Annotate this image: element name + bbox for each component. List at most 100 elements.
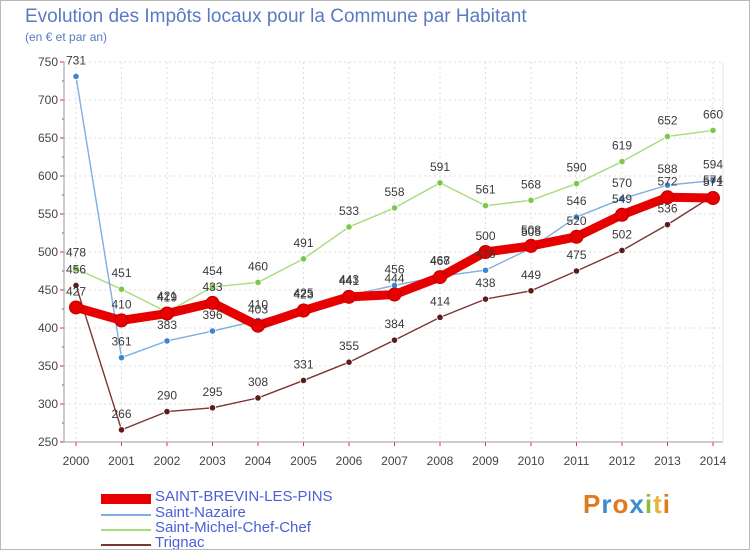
data-point: [618, 246, 626, 255]
data-label: 590: [566, 161, 586, 175]
data-label: 570: [612, 176, 632, 190]
data-point: [569, 229, 584, 244]
data-point: [160, 306, 174, 321]
legend-swatch: [101, 529, 151, 531]
data-point: [618, 195, 626, 203]
data-label: 290: [157, 389, 177, 403]
x-tick-label: 2013: [654, 454, 681, 468]
data-label: 468: [430, 253, 450, 267]
data-point: [433, 270, 447, 285]
x-tick-label: 2001: [108, 454, 135, 468]
data-label: 591: [430, 160, 450, 174]
y-tick-label: 350: [38, 359, 58, 373]
data-point: [72, 265, 80, 273]
chart-title: Evolution des Impôts locaux pour la Comm…: [25, 6, 527, 27]
data-label: 502: [612, 227, 632, 241]
data-label: 588: [657, 162, 677, 176]
data-label: 652: [657, 113, 677, 127]
data-label: 414: [430, 294, 450, 308]
data-label: 536: [657, 202, 677, 216]
data-label: 460: [248, 259, 268, 273]
data-point: [663, 221, 672, 229]
data-point: [72, 281, 80, 290]
data-label: 520: [566, 214, 586, 228]
data-point: [72, 72, 80, 81]
data-point: [69, 300, 83, 315]
data-label: 383: [157, 318, 177, 332]
data-point: [572, 267, 581, 275]
data-label: 546: [566, 194, 586, 208]
x-tick-label: 2003: [199, 454, 226, 468]
data-label: 561: [475, 183, 495, 197]
data-label: 410: [111, 297, 131, 311]
data-point: [663, 181, 672, 189]
data-label: 423: [293, 288, 313, 302]
data-label: 571: [703, 175, 723, 189]
data-point: [254, 278, 262, 286]
data-label: 619: [612, 139, 632, 153]
data-label: 308: [248, 375, 268, 389]
data-point: [117, 285, 126, 293]
data-point: [251, 318, 265, 333]
x-tick-label: 2007: [381, 454, 408, 468]
data-point: [345, 358, 353, 366]
data-label: 456: [384, 262, 404, 276]
data-label: 384: [384, 317, 404, 331]
x-tick-label: 2010: [518, 454, 545, 468]
data-point: [390, 336, 399, 344]
x-tick-label: 2014: [700, 454, 727, 468]
data-label: 433: [202, 280, 222, 294]
proxiti-logo[interactable]: Proxiti: [583, 489, 671, 520]
data-point: [481, 295, 490, 303]
data-point: [618, 157, 626, 166]
data-point: [345, 223, 353, 231]
logo-letter: r: [601, 489, 613, 519]
data-point: [709, 126, 717, 134]
data-label: 456: [66, 262, 86, 276]
data-point: [615, 207, 629, 222]
data-label: 533: [339, 204, 359, 218]
x-tick-label: 2005: [290, 454, 317, 468]
data-point: [663, 132, 672, 141]
logo-letter: t: [653, 489, 663, 519]
logo-letter: o: [612, 489, 630, 519]
data-label: 331: [293, 357, 313, 371]
data-point: [387, 287, 402, 302]
data-label: 444: [384, 272, 404, 286]
data-point: [117, 354, 126, 362]
data-point: [342, 289, 356, 304]
legend-label: Saint-Nazaire: [155, 504, 246, 521]
y-tick-label: 650: [38, 131, 58, 145]
data-label: 449: [521, 268, 541, 282]
data-label: 491: [293, 236, 313, 250]
data-label: 421: [157, 289, 177, 303]
data-point: [117, 426, 126, 434]
logo-letter: x: [629, 489, 645, 519]
data-point: [254, 394, 262, 402]
legend-swatch: [101, 544, 151, 546]
data-label: 500: [475, 229, 495, 243]
data-label: 558: [384, 185, 404, 199]
data-label: 660: [703, 107, 723, 121]
chart-subtitle: (en € et par an): [25, 30, 108, 44]
data-point: [436, 313, 444, 321]
y-tick-label: 300: [38, 397, 58, 411]
data-point: [481, 266, 490, 274]
data-label: 266: [111, 407, 131, 421]
data-point: [163, 337, 171, 345]
legend-label: SAINT-BREVIN-LES-PINS: [155, 488, 333, 505]
data-label: 454: [202, 264, 222, 278]
logo-letter: i: [662, 489, 671, 519]
logo-letter: i: [644, 489, 654, 519]
data-label: 403: [248, 303, 268, 317]
data-point: [114, 313, 129, 328]
data-point: [205, 295, 220, 310]
data-label: 410: [248, 297, 268, 311]
data-label: 419: [157, 291, 177, 305]
x-tick-label: 2002: [154, 454, 181, 468]
data-point: [709, 176, 717, 185]
data-label: 441: [339, 274, 359, 288]
data-point: [527, 196, 535, 204]
